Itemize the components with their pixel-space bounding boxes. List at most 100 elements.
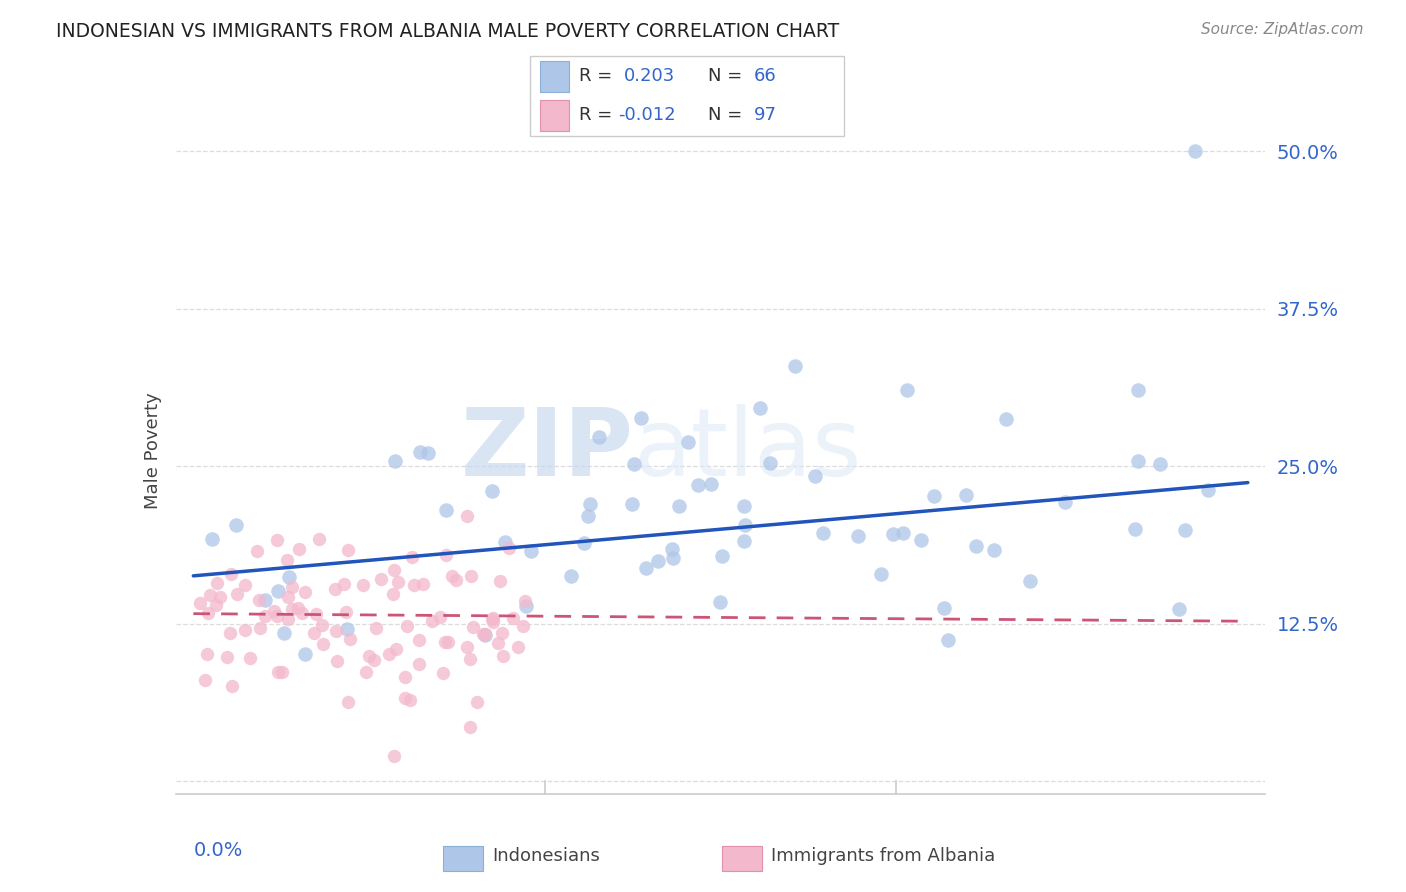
Point [235, 623, 257, 637]
Point [491, 626, 513, 640]
Point [456, 640, 478, 655]
Point [1053, 494, 1076, 508]
Point [204, 599, 226, 613]
Point [225, 587, 247, 601]
Point [409, 445, 432, 459]
Point [498, 541, 520, 555]
Point [356, 665, 378, 680]
Point [668, 499, 690, 513]
Bar [721, 846, 762, 871]
Point [434, 503, 457, 517]
Point [412, 577, 434, 591]
Point [882, 526, 904, 541]
Point [472, 627, 495, 641]
Point [783, 359, 806, 373]
Point [434, 548, 457, 562]
Text: -0.012: -0.012 [617, 106, 675, 124]
Point [336, 622, 359, 636]
Point [460, 569, 482, 583]
Point [198, 588, 221, 602]
Point [311, 618, 333, 632]
Point [357, 648, 380, 663]
Point [420, 614, 443, 628]
Point [1168, 601, 1191, 615]
Point [579, 497, 602, 511]
Point [520, 544, 543, 558]
Point [218, 625, 240, 640]
Point [221, 679, 243, 693]
Point [572, 536, 595, 550]
Point [965, 539, 987, 553]
Point [382, 587, 405, 601]
Point [408, 633, 430, 648]
Point [474, 627, 496, 641]
Point [588, 430, 610, 444]
Text: INDONESIAN VS IMMIGRANTS FROM ALBANIA MALE POVERTY CORRELATION CHART: INDONESIAN VS IMMIGRANTS FROM ALBANIA MA… [56, 22, 839, 41]
Point [512, 619, 534, 633]
Point [922, 489, 945, 503]
Point [352, 578, 374, 592]
Point [513, 594, 536, 608]
Point [217, 649, 239, 664]
Bar [540, 62, 569, 92]
Point [233, 578, 256, 592]
Point [337, 543, 360, 558]
Text: ZIP: ZIP [461, 404, 633, 497]
Point [1149, 457, 1171, 471]
Text: 97: 97 [754, 106, 776, 124]
Point [910, 533, 932, 547]
Point [676, 435, 699, 450]
Point [460, 720, 482, 734]
Point [333, 577, 356, 591]
Point [246, 544, 269, 558]
Point [560, 569, 582, 583]
Point [620, 497, 643, 511]
Point [456, 509, 478, 524]
Point [188, 596, 211, 610]
Point [623, 458, 645, 472]
Point [201, 532, 224, 546]
Point [578, 508, 600, 523]
Point [402, 578, 425, 592]
Point [267, 665, 290, 680]
Point [955, 488, 977, 502]
Point [387, 575, 409, 590]
Point [276, 553, 298, 567]
Point [263, 604, 285, 618]
Point [247, 593, 270, 607]
Text: 0.0%: 0.0% [194, 840, 243, 860]
Point [634, 561, 657, 575]
Point [1123, 522, 1146, 536]
Point [382, 563, 405, 577]
Point [474, 627, 496, 641]
Point [630, 410, 652, 425]
Point [277, 570, 299, 584]
Point [1174, 523, 1197, 537]
Point [277, 612, 299, 626]
Text: N =: N = [709, 106, 748, 124]
Point [804, 469, 827, 483]
Point [437, 635, 460, 649]
Point [325, 624, 347, 638]
Point [983, 542, 1005, 557]
Text: atlas: atlas [633, 404, 862, 497]
Point [432, 665, 454, 680]
Point [1126, 453, 1149, 467]
Point [811, 525, 834, 540]
Point [994, 412, 1017, 426]
Point [686, 477, 709, 491]
Point [734, 518, 756, 533]
Point [281, 580, 304, 594]
Point [440, 569, 463, 583]
Point [399, 693, 422, 707]
Point [733, 533, 755, 548]
Point [710, 549, 733, 563]
Text: 66: 66 [754, 67, 776, 85]
Point [446, 573, 468, 587]
Point [502, 611, 524, 625]
Bar [540, 100, 569, 130]
Point [846, 529, 869, 543]
Point [384, 454, 406, 468]
Point [1184, 144, 1206, 158]
Text: R =: R = [579, 106, 619, 124]
